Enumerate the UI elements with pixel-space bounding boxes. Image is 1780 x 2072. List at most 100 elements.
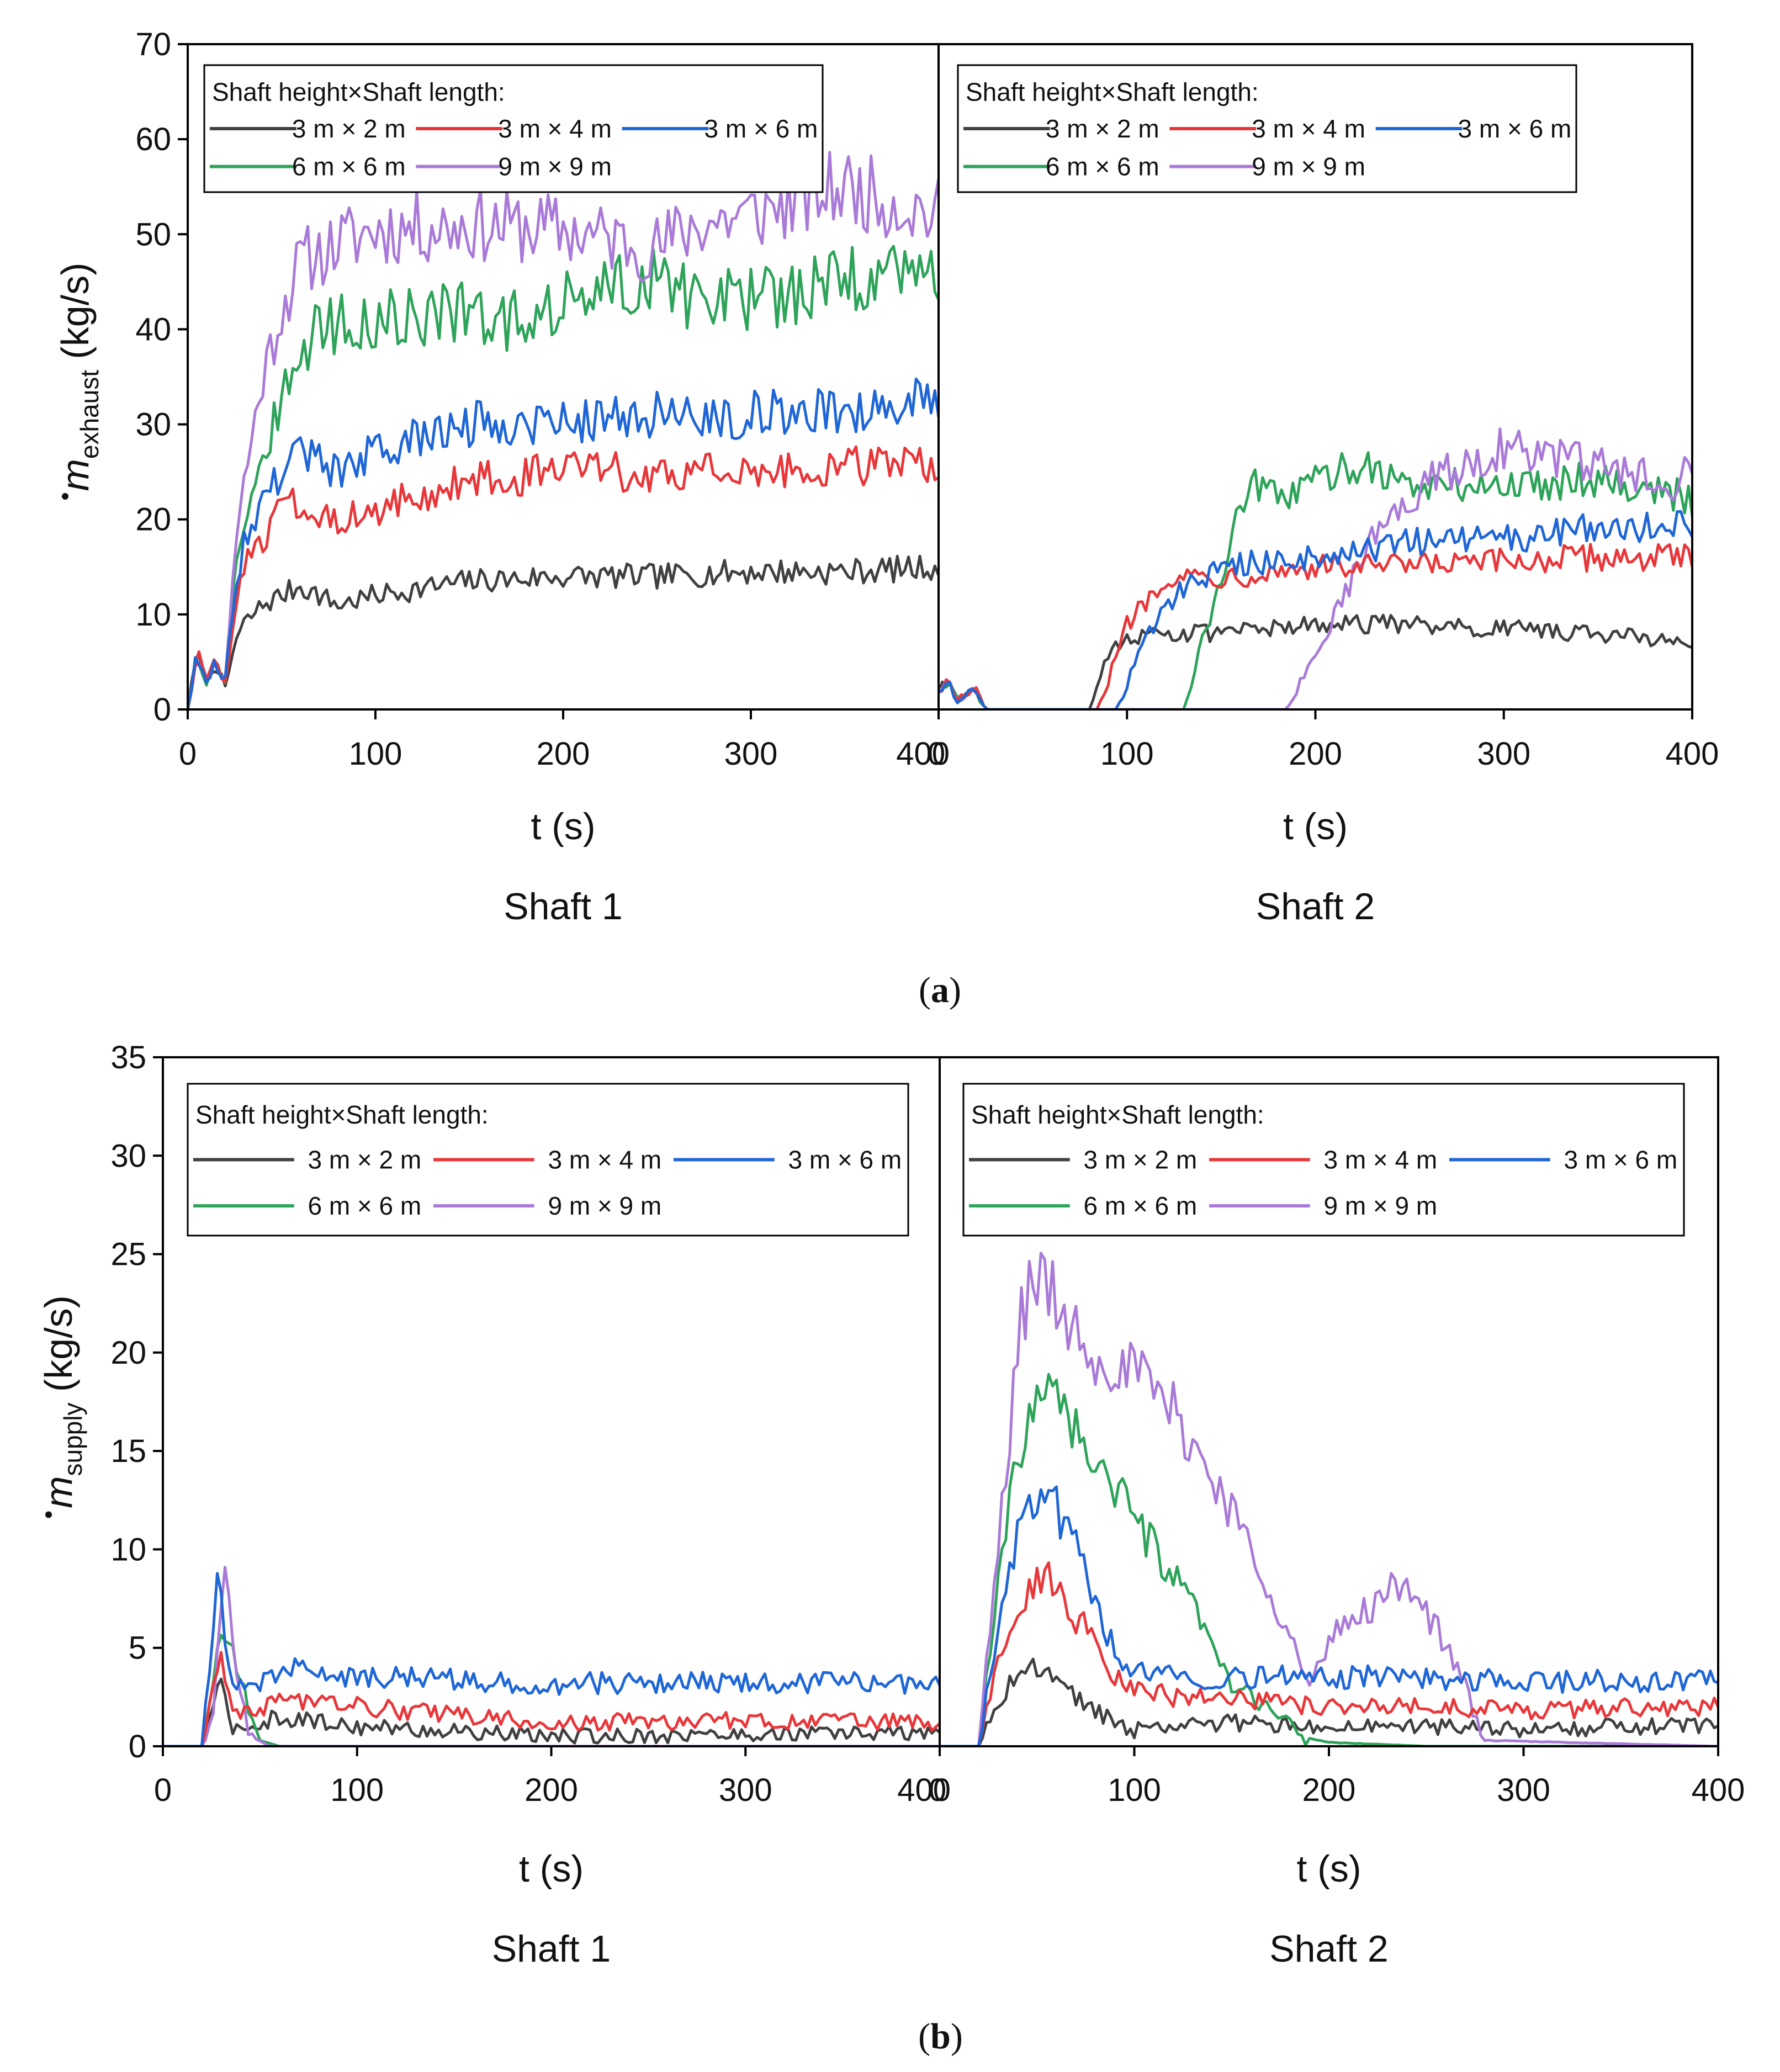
legend-item: 3 m × 4 m <box>416 114 612 143</box>
chart-a: 0 10 20 30 40 50 60 70 mexhaust (kg/s) 0 100 200 300… <box>54 27 1719 1010</box>
legend: Shaft height×Shaft length: 3 m × 2 m 3 m ×… <box>203 64 824 193</box>
x-tick-label: 200 <box>537 736 590 772</box>
legend-title: Shaft height×Shaft length: <box>212 77 505 106</box>
legend-label: 6 m × 6 m <box>1083 1191 1197 1220</box>
legend-item: 9 m × 9 m <box>1169 152 1365 181</box>
y-axis-label-unit: (kg/s) <box>37 1295 80 1402</box>
y-axis-label: msupply (kg/s) <box>37 1295 87 1508</box>
legend-label: 3 m × 4 m <box>1323 1146 1437 1174</box>
legend-item: 3 m × 2 m <box>969 1146 1197 1174</box>
series-lines <box>188 151 939 709</box>
y-axis-label-unit: (kg/s) <box>54 263 97 370</box>
legend-item: 3 m × 2 m <box>963 114 1159 143</box>
legend-item: 6 m × 6 m <box>969 1191 1197 1220</box>
panel-subtitle: Shaft 1 <box>504 886 623 928</box>
series-line-3-m-4-m <box>940 1561 1718 1746</box>
y-tick-label: 50 <box>135 216 171 252</box>
x-tick-label: 100 <box>330 1772 384 1808</box>
y-axis-label-dot <box>45 1511 52 1518</box>
y-tick-label: 25 <box>110 1237 146 1273</box>
x-axis-label: t (s) <box>1296 1848 1361 1890</box>
x-axis-label: t (s) <box>531 806 595 847</box>
series-line-9-m-9-m <box>188 151 939 709</box>
x-tick-label: 400 <box>1666 736 1719 772</box>
legend: Shaft height×Shaft length: 3 m × 2 m 3 m ×… <box>187 1083 909 1237</box>
y-axis-label: mexhaust (kg/s) <box>54 263 104 491</box>
x-tick-label: 400 <box>897 1772 951 1808</box>
legend-label: 3 m × 2 m <box>292 114 406 143</box>
series-lines <box>163 1566 940 1746</box>
x-tick-label: 200 <box>525 1772 578 1808</box>
y-tick-label: 30 <box>110 1138 146 1174</box>
y-tick-label: 15 <box>110 1433 146 1469</box>
x-tick-label: 100 <box>1108 1772 1161 1808</box>
x-tick-label: 300 <box>1477 736 1530 772</box>
x-tick-label: 0 <box>154 1772 172 1808</box>
panel-1: 0 100 200 300 400 t (s) Shaft 1 Shaft height×Sh… <box>179 43 950 928</box>
series-lines <box>939 427 1692 709</box>
legend: Shaft height×Shaft length: 3 m × 2 m 3 m ×… <box>957 64 1577 193</box>
y-axis-label-symbol: m <box>37 1476 80 1508</box>
legend-item: 3 m × 6 m <box>1449 1146 1677 1174</box>
panel-2: 0 100 200 300 400 t (s) Shaft 2 Shaft height×Sh… <box>929 1056 1745 1970</box>
series-line-3-m-6-m <box>939 510 1692 709</box>
y-axis-label-dot <box>62 493 68 500</box>
x-axis-label: t (s) <box>1283 806 1348 847</box>
legend-box <box>962 1083 1685 1237</box>
series-line-3-m-2-m <box>163 1677 940 1746</box>
series-line-6-m-6-m <box>940 1372 1718 1746</box>
legend-label: 3 m × 4 m <box>1252 114 1365 143</box>
y-tick-label: 35 <box>110 1040 146 1075</box>
y-axis-label-symbol: m <box>54 459 97 491</box>
series-line-3-m-2-m <box>940 1657 1718 1746</box>
series-line-9-m-9-m <box>939 427 1692 709</box>
panel-subtitle: Shaft 2 <box>1256 886 1375 928</box>
legend-label: 9 m × 9 m <box>1323 1191 1437 1220</box>
y-tick-label: 10 <box>110 1532 146 1567</box>
legend-item: 3 m × 4 m <box>1209 1146 1437 1174</box>
series-line-3-m-4-m <box>939 543 1692 709</box>
panel-2: 0 100 200 300 400 t (s) Shaft 2 Shaft height×Sh… <box>928 43 1719 928</box>
series-line-9-m-9-m <box>940 1252 1718 1746</box>
series-line-6-m-6-m <box>188 245 939 709</box>
y-tick-label: 70 <box>135 27 171 62</box>
x-tick-label: 400 <box>1692 1772 1745 1808</box>
chart-b: 0 5 10 15 20 25 30 35 msupply (kg/s) 0 100 200 300 40… <box>37 1040 1745 2057</box>
caption-close: ) <box>951 2016 963 2057</box>
series-line-3-m-2-m <box>939 613 1692 709</box>
legend-item: 3 m × 6 m <box>622 114 818 143</box>
y-tick-label: 60 <box>135 121 171 157</box>
series-line-3-m-6-m <box>940 1485 1718 1746</box>
x-tick-label: 400 <box>896 736 950 772</box>
y-tick-label: 5 <box>129 1630 146 1666</box>
series-line-6-m-6-m <box>939 451 1692 709</box>
legend-item: 9 m × 9 m <box>433 1191 661 1220</box>
legend-label: 3 m × 2 m <box>1083 1146 1197 1174</box>
legend-item: 9 m × 9 m <box>416 152 612 181</box>
legend-title: Shaft height×Shaft length: <box>966 77 1259 106</box>
legend-item: 6 m × 6 m <box>193 1191 421 1220</box>
x-tick-label: 200 <box>1289 736 1342 772</box>
legend-label: 3 m × 2 m <box>308 1146 421 1174</box>
legend-label: 3 m × 2 m <box>1046 114 1159 143</box>
caption-letter: b <box>930 2016 951 2057</box>
legend-item: 9 m × 9 m <box>1209 1191 1437 1220</box>
legend: Shaft height×Shaft length: 3 m × 2 m 3 m ×… <box>962 1083 1685 1237</box>
legend-label: 3 m × 6 m <box>1564 1146 1677 1174</box>
caption-letter: a <box>931 970 949 1010</box>
legend-box <box>203 64 824 193</box>
legend-label: 9 m × 9 m <box>1252 152 1365 181</box>
y-axis-label-subscript: supply <box>59 1403 87 1476</box>
legend-label: 6 m × 6 m <box>292 152 406 181</box>
legend-label: 3 m × 4 m <box>548 1146 661 1174</box>
y-tick-label: 0 <box>153 692 171 728</box>
x-tick-label: 300 <box>719 1772 772 1808</box>
legend-box <box>957 64 1577 193</box>
caption-close: ) <box>949 970 961 1010</box>
panel-subtitle: Shaft 2 <box>1269 1928 1389 1970</box>
series-line-3-m-4-m <box>188 445 939 709</box>
series-line-9-m-9-m <box>163 1566 940 1746</box>
legend-title: Shaft height×Shaft length: <box>195 1100 489 1129</box>
panel-1: 0 100 200 300 400 t (s) Shaft 1 Shaft height×Sh… <box>154 1056 951 1970</box>
